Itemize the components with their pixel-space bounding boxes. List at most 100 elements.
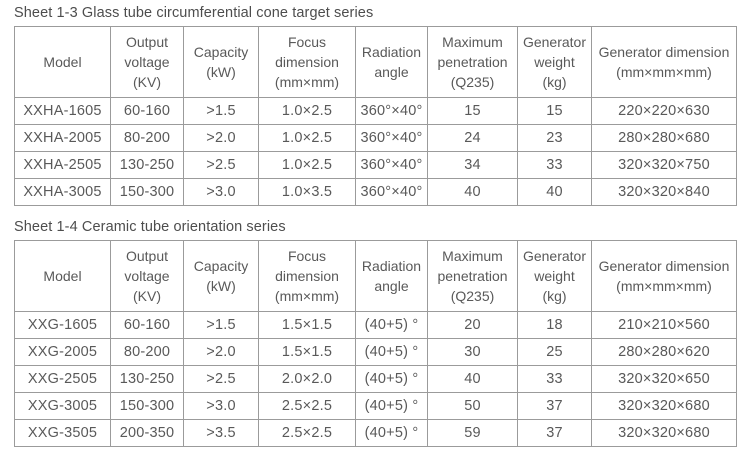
table-cell: 40 — [427, 178, 518, 206]
table-cell: 360°×40° — [355, 124, 428, 152]
ceramic-tube-spec-table: Model Output voltage (KV) Capacity (kW) Foc… — [14, 240, 737, 447]
table-cell: 25 — [517, 338, 592, 366]
table-cell: 30 — [427, 338, 518, 366]
table-cell: 360°×40° — [355, 97, 428, 125]
table-cell: 150-300 — [110, 392, 184, 420]
table-cell: (40+5) ° — [355, 365, 428, 393]
column-header: Focus dimension (mm×mm) — [258, 26, 356, 98]
table-cell: XXHA-3005 — [14, 178, 111, 206]
column-header: Output voltage (KV) — [110, 240, 184, 312]
column-header: Generator dimension (mm×mm×mm) — [591, 26, 737, 98]
table-cell: 280×280×620 — [591, 338, 737, 366]
column-header: Generator dimension (mm×mm×mm) — [591, 240, 737, 312]
table-cell: >2.0 — [183, 124, 259, 152]
table-cell: 130-250 — [110, 365, 184, 393]
table-cell: 60-160 — [110, 311, 184, 339]
table-body: XXHA-1605 60-160 >1.5 1.0×2.5 360°×40° 15 15 22… — [14, 97, 737, 206]
table-row: XXG-2505 130-250 >2.5 2.0×2.0 (40+5) ° 40 33 32… — [14, 365, 737, 393]
table-header: Model Output voltage (KV) Capacity (kW) Foc… — [14, 26, 737, 98]
table-cell: >1.5 — [183, 311, 259, 339]
table-row: XXHA-3005 150-300 >3.0 1.0×3.5 360°×40° 40 40 3… — [14, 178, 737, 206]
table-cell: 1.5×1.5 — [258, 311, 356, 339]
sheet-1-3-title: Sheet 1-3 Glass tube circumferential con… — [14, 5, 374, 21]
table-cell: 15 — [517, 97, 592, 125]
table-row: XXHA-2005 80-200 >2.0 1.0×2.5 360°×40° 24 23 28… — [14, 124, 737, 152]
table-cell: 18 — [517, 311, 592, 339]
table-cell: 320×320×650 — [591, 365, 737, 393]
table-cell: 220×220×630 — [591, 97, 737, 125]
table-cell: 40 — [427, 365, 518, 393]
table-cell: (40+5) ° — [355, 311, 428, 339]
table-cell: 280×280×680 — [591, 124, 737, 152]
table-row: XXHA-1605 60-160 >1.5 1.0×2.5 360°×40° 15 15 22… — [14, 97, 737, 125]
table-row: XXG-3005 150-300 >3.0 2.5×2.5 (40+5) ° 50 37 32… — [14, 392, 737, 420]
table-cell: 360°×40° — [355, 151, 428, 179]
table-cell: >3.0 — [183, 392, 259, 420]
table-cell: 320×320×680 — [591, 419, 737, 447]
table-cell: 1.0×2.5 — [258, 97, 356, 125]
table-cell: XXG-2005 — [14, 338, 111, 366]
table-cell: 2.5×2.5 — [258, 419, 356, 447]
header-row: Model Output voltage (KV) Capacity (kW) Foc… — [14, 240, 737, 312]
column-header: Capacity (kW) — [183, 26, 259, 98]
header-row: Model Output voltage (KV) Capacity (kW) Foc… — [14, 26, 737, 98]
table-cell: 50 — [427, 392, 518, 420]
table-cell: XXHA-2505 — [14, 151, 111, 179]
column-header: Capacity (kW) — [183, 240, 259, 312]
table-cell: 320×320×680 — [591, 392, 737, 420]
sheet-1-4-title: Sheet 1-4 Ceramic tube orientation serie… — [14, 219, 286, 235]
table-cell: 37 — [517, 392, 592, 420]
table-cell: 1.0×2.5 — [258, 124, 356, 152]
table-cell: 1.5×1.5 — [258, 338, 356, 366]
table-cell: 40 — [517, 178, 592, 206]
table-cell: XXG-2505 — [14, 365, 111, 393]
table-cell: 15 — [427, 97, 518, 125]
column-header: Radiation angle — [355, 26, 428, 98]
table-cell: 320×320×840 — [591, 178, 737, 206]
table-cell: 2.0×2.0 — [258, 365, 356, 393]
table-row: XXHA-2505 130-250 >2.5 1.0×2.5 360°×40° 34 33 3… — [14, 151, 737, 179]
table-row: XXG-1605 60-160 >1.5 1.5×1.5 (40+5) ° 20 18 210… — [14, 311, 737, 339]
column-header: Maximum penetration (Q235) — [427, 240, 518, 312]
column-header: Radiation angle — [355, 240, 428, 312]
table-cell: 200-350 — [110, 419, 184, 447]
table-cell: 34 — [427, 151, 518, 179]
table-row: XXG-3505 200-350 >3.5 2.5×2.5 (40+5) ° 59 37 32… — [14, 419, 737, 447]
glass-tube-spec-table: Model Output voltage (KV) Capacity (kW) Foc… — [14, 26, 737, 206]
column-header: Focus dimension (mm×mm) — [258, 240, 356, 312]
column-header: Model — [14, 26, 111, 98]
table-cell: 20 — [427, 311, 518, 339]
sheet-1-4-section: Sheet 1-4 Ceramic tube orientation serie… — [14, 219, 750, 447]
table-cell: 1.0×2.5 — [258, 151, 356, 179]
table-cell: XXHA-1605 — [14, 97, 111, 125]
table-cell: 360°×40° — [355, 178, 428, 206]
sheet-1-3-section: Sheet 1-3 Glass tube circumferential con… — [14, 5, 750, 206]
column-header: Generator weight (kg) — [517, 26, 592, 98]
table-cell: 1.0×3.5 — [258, 178, 356, 206]
table-cell: 60-160 — [110, 97, 184, 125]
table-cell: XXG-3005 — [14, 392, 111, 420]
table-cell: XXG-3505 — [14, 419, 111, 447]
table-cell: XXG-1605 — [14, 311, 111, 339]
table-header: Model Output voltage (KV) Capacity (kW) Foc… — [14, 240, 737, 312]
table-cell: 37 — [517, 419, 592, 447]
table-cell: >3.5 — [183, 419, 259, 447]
table-cell: 59 — [427, 419, 518, 447]
table-cell: 210×210×560 — [591, 311, 737, 339]
table-cell: 130-250 — [110, 151, 184, 179]
table-cell: 150-300 — [110, 178, 184, 206]
table-cell: XXHA-2005 — [14, 124, 111, 152]
table-cell: 2.5×2.5 — [258, 392, 356, 420]
column-header: Generator weight (kg) — [517, 240, 592, 312]
table-cell: 33 — [517, 151, 592, 179]
table-cell: (40+5) ° — [355, 392, 428, 420]
table-cell: >2.0 — [183, 338, 259, 366]
table-cell: >3.0 — [183, 178, 259, 206]
table-cell: 80-200 — [110, 338, 184, 366]
table-cell: 23 — [517, 124, 592, 152]
table-body: XXG-1605 60-160 >1.5 1.5×1.5 (40+5) ° 20 18 210… — [14, 311, 737, 447]
table-cell: (40+5) ° — [355, 419, 428, 447]
table-cell: 24 — [427, 124, 518, 152]
table-cell: >2.5 — [183, 151, 259, 179]
column-header: Output voltage (KV) — [110, 26, 184, 98]
